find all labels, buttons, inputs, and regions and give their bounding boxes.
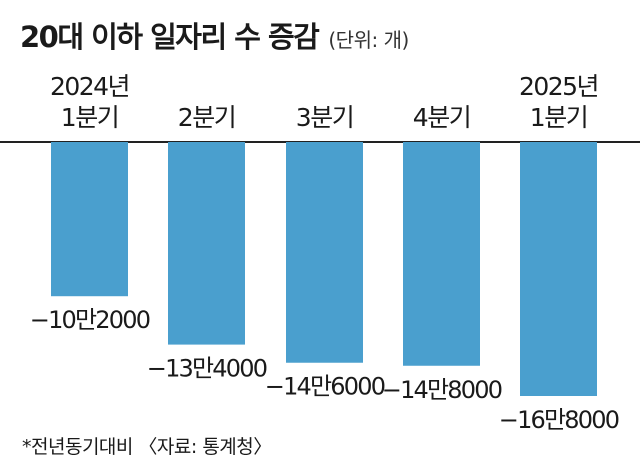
category-label: 4분기 (413, 103, 470, 132)
bar (51, 142, 128, 297)
bar (168, 142, 245, 345)
source-note: *전년동기대비 〈자료: 통계청〉 (22, 436, 272, 458)
bar (520, 142, 597, 396)
value-label: −14만8000 (382, 376, 502, 404)
category-label: 1분기 (530, 103, 587, 132)
category-label: 2024년 (50, 72, 129, 101)
value-label: −10만2000 (30, 306, 150, 334)
bar (403, 142, 480, 366)
unit-label: (단위: 개) (328, 28, 409, 52)
value-label: −16만8000 (499, 406, 619, 434)
category-label: 2025년 (519, 72, 598, 101)
title-row: 20대 이하 일자리 수 증감 (단위: 개) (20, 14, 409, 54)
value-label: −14만6000 (265, 373, 385, 401)
category-label: 2분기 (178, 103, 235, 132)
category-label: 3분기 (296, 103, 353, 132)
bar (286, 142, 363, 363)
chart-title: 20대 이하 일자리 수 증감 (20, 20, 320, 54)
value-label: −13만4000 (147, 355, 267, 383)
category-label: 1분기 (61, 103, 118, 132)
